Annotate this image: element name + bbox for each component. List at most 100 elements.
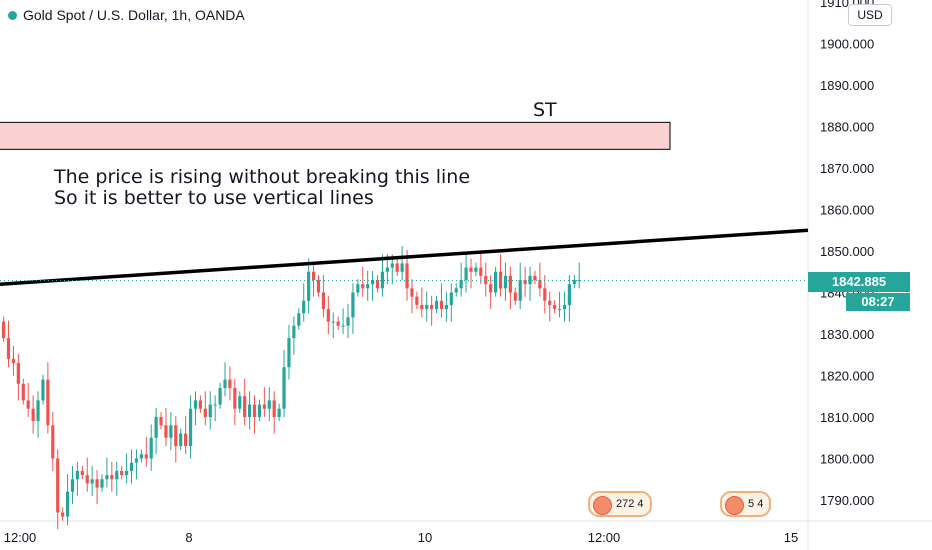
annotation-text[interactable]: The price is rising without breaking thi…	[54, 167, 470, 209]
candle-body	[543, 288, 547, 301]
candle-body	[494, 271, 498, 293]
candle-body	[243, 396, 247, 417]
y-tick-label: 1850.000	[820, 244, 874, 259]
candle-body	[262, 404, 266, 409]
annotation-line-1: The price is rising without breaking thi…	[54, 166, 471, 188]
candle-body	[336, 321, 340, 326]
candle-body	[248, 404, 252, 417]
candle-body	[179, 433, 183, 447]
candle-body	[120, 470, 124, 476]
y-tick-label: 1800.000	[820, 452, 874, 467]
candle-body	[503, 275, 508, 289]
candle-body	[553, 304, 557, 310]
x-tick-label: 12:00	[588, 530, 621, 545]
candle-body	[257, 404, 262, 417]
candle-body	[464, 267, 468, 281]
us-flag-icon	[593, 496, 612, 515]
candle-body	[444, 304, 448, 310]
candle-body	[6, 338, 11, 359]
y-tick-label: 1880.000	[820, 120, 874, 135]
x-tick-label: 12:00	[4, 530, 37, 545]
candle-body	[474, 267, 478, 272]
candle-body	[523, 280, 527, 285]
candle-body	[469, 267, 473, 272]
economic-event-badge[interactable]: 5 4	[720, 491, 772, 517]
candle-body	[233, 387, 237, 409]
candle-body	[2, 321, 6, 339]
candle-body	[110, 475, 114, 480]
candle-body	[105, 475, 109, 480]
candle-body	[238, 396, 242, 409]
candle-body	[385, 267, 389, 272]
candle-body	[577, 280, 581, 282]
y-tick-label: 1830.000	[820, 327, 874, 342]
candle-body	[390, 263, 394, 268]
candle-body	[302, 300, 306, 314]
candle-body	[56, 458, 60, 513]
candle-body	[252, 404, 257, 417]
candle-body	[425, 304, 429, 310]
candle-body	[434, 300, 439, 310]
candle-body	[80, 470, 84, 476]
candle-body	[223, 379, 227, 388]
us-flag-icon	[725, 496, 744, 515]
candle-body	[311, 271, 316, 281]
candle-body	[567, 284, 571, 305]
economic-event-badge[interactable]: 272 4	[588, 491, 652, 517]
candle-body	[169, 425, 173, 438]
candle-body	[484, 275, 488, 285]
candle-body	[203, 408, 207, 417]
candle-body	[548, 300, 552, 305]
candle-body	[90, 479, 94, 484]
symbol-legend[interactable]: Gold Spot / U.S. Dollar, 1h, OANDA	[8, 7, 245, 23]
candle-body	[361, 284, 365, 289]
candle-body	[508, 275, 512, 293]
candle-body	[297, 313, 301, 326]
candle-body	[395, 263, 399, 272]
candle-body	[218, 387, 222, 405]
x-tick-label: 8	[185, 530, 192, 545]
currency-button[interactable]: USD	[848, 4, 892, 26]
candle-body	[46, 379, 50, 426]
candle-body	[95, 479, 99, 488]
candle-body	[479, 267, 483, 276]
candle-body	[538, 280, 542, 289]
candle-body	[459, 280, 463, 289]
candle-body	[100, 479, 104, 488]
candle-body	[272, 400, 276, 417]
candle-body	[326, 309, 330, 322]
candle-body	[400, 263, 404, 272]
y-tick-label: 1820.000	[820, 369, 874, 384]
candle-body	[410, 288, 414, 297]
candle-body	[198, 400, 202, 409]
bar-countdown-tag: 08:27	[846, 293, 910, 311]
candle-body	[61, 512, 65, 517]
resistance-zone	[0, 121, 671, 150]
candle-body	[154, 417, 158, 438]
candle-body	[346, 317, 350, 326]
candle-body	[292, 325, 296, 339]
candle-body	[16, 363, 20, 384]
candle-body	[129, 462, 134, 471]
candle-body	[75, 470, 79, 480]
candle-body	[159, 417, 163, 426]
candle-body	[65, 491, 70, 517]
candle-body	[351, 292, 355, 318]
candle-body	[21, 383, 25, 401]
candle-body	[321, 292, 325, 310]
candle-body	[287, 338, 291, 368]
candle-body	[115, 470, 119, 480]
candle-body	[213, 404, 217, 406]
candle-body	[489, 284, 493, 293]
candle-body	[316, 280, 321, 293]
candle-body	[371, 280, 375, 285]
candle-body	[562, 304, 567, 310]
candle-body	[572, 280, 576, 285]
candle-body	[282, 367, 286, 409]
y-tick-label: 1790.000	[820, 493, 874, 508]
y-tick-label: 1860.000	[820, 203, 874, 218]
candle-body	[85, 475, 89, 484]
event-extra: 4	[757, 498, 764, 510]
